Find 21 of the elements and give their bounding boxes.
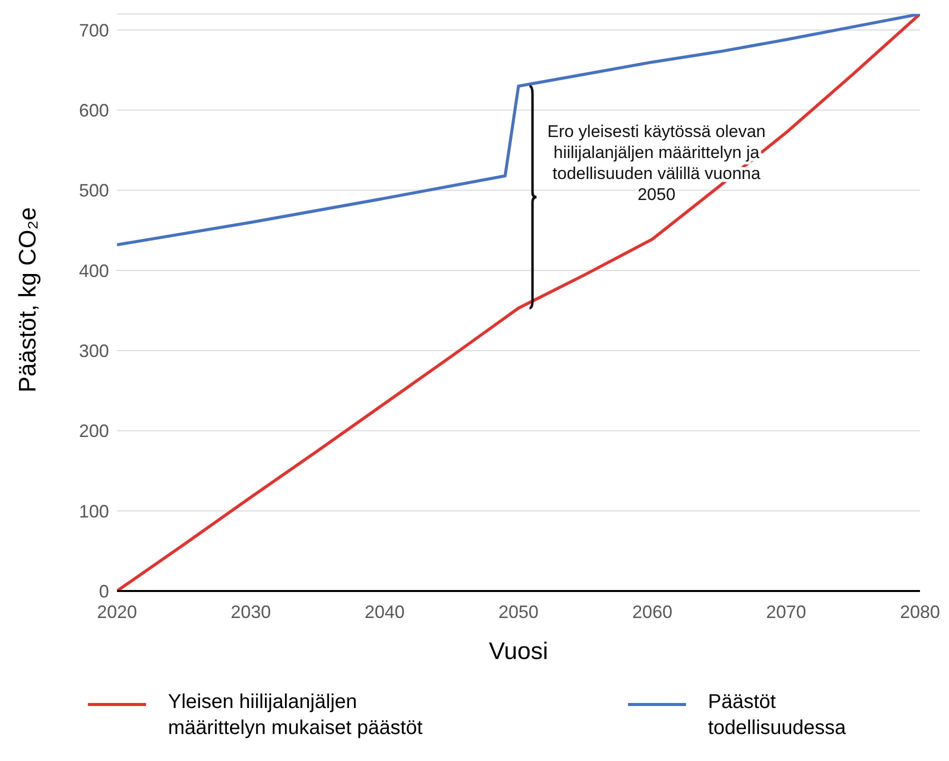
y-tick-label: 400 [78,260,109,281]
y-tick-label: 200 [78,421,109,442]
legend-label: Yleisen hiilijalanjäljen määrittelyn mukaiset päästöt [168,690,424,741]
x-tick-label: 2030 [230,602,271,622]
line-series [117,14,920,246]
y-axis-title: Päästöt, kg CO₂e [14,207,42,392]
y-tick-label: 100 [78,501,109,522]
y-tick-label: 500 [78,180,109,201]
x-tick-label: 2060 [632,602,672,622]
y-tick-label: 600 [78,100,109,121]
y-tick-label: 300 [78,340,109,361]
x-axis-title: Vuosi [488,638,548,665]
x-tick-label: 2070 [766,602,806,622]
x-tick-label: 2050 [498,602,539,622]
x-tick-label: 2040 [364,602,405,622]
x-tick-label: 2020 [96,602,138,622]
y-tick-label: 700 [78,20,109,40]
line-series [117,14,920,591]
y-tick-label: 0 [98,581,109,602]
x-tick-label: 2080 [900,602,940,622]
legend-label: Päästöt todellisuudessa [708,690,847,741]
